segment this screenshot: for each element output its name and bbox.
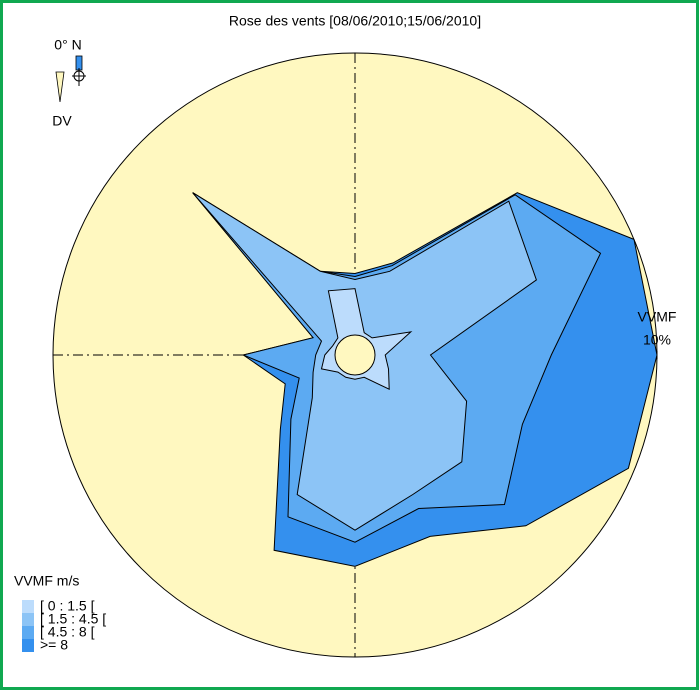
direction-label: DV — [52, 113, 72, 129]
axis-label: VVMF — [638, 309, 677, 325]
legend-swatch — [22, 613, 34, 626]
legend-swatch — [22, 600, 34, 613]
calm-circle — [334, 334, 376, 376]
legend-swatch — [22, 639, 34, 652]
legend: [ 0 : 1.5 [[ 1.5 : 4.5 [[ 4.5 : 8 [>= 8 — [22, 598, 106, 653]
compass-icon — [55, 55, 86, 103]
legend-label: [ 1.5 : 4.5 [ — [40, 611, 106, 627]
legend-label: >= 8 — [40, 637, 68, 653]
legend-label: [ 4.5 : 8 [ — [40, 624, 95, 640]
legend-swatch — [22, 626, 34, 639]
legend-label: [ 0 : 1.5 [ — [40, 598, 95, 614]
chart-title: Rose des vents [08/06/2010;15/06/2010] — [229, 13, 481, 29]
legend-title: VVMF m/s — [14, 573, 79, 589]
r-tick-label: 10% — [643, 332, 671, 348]
north-label: 0° N — [54, 37, 81, 53]
